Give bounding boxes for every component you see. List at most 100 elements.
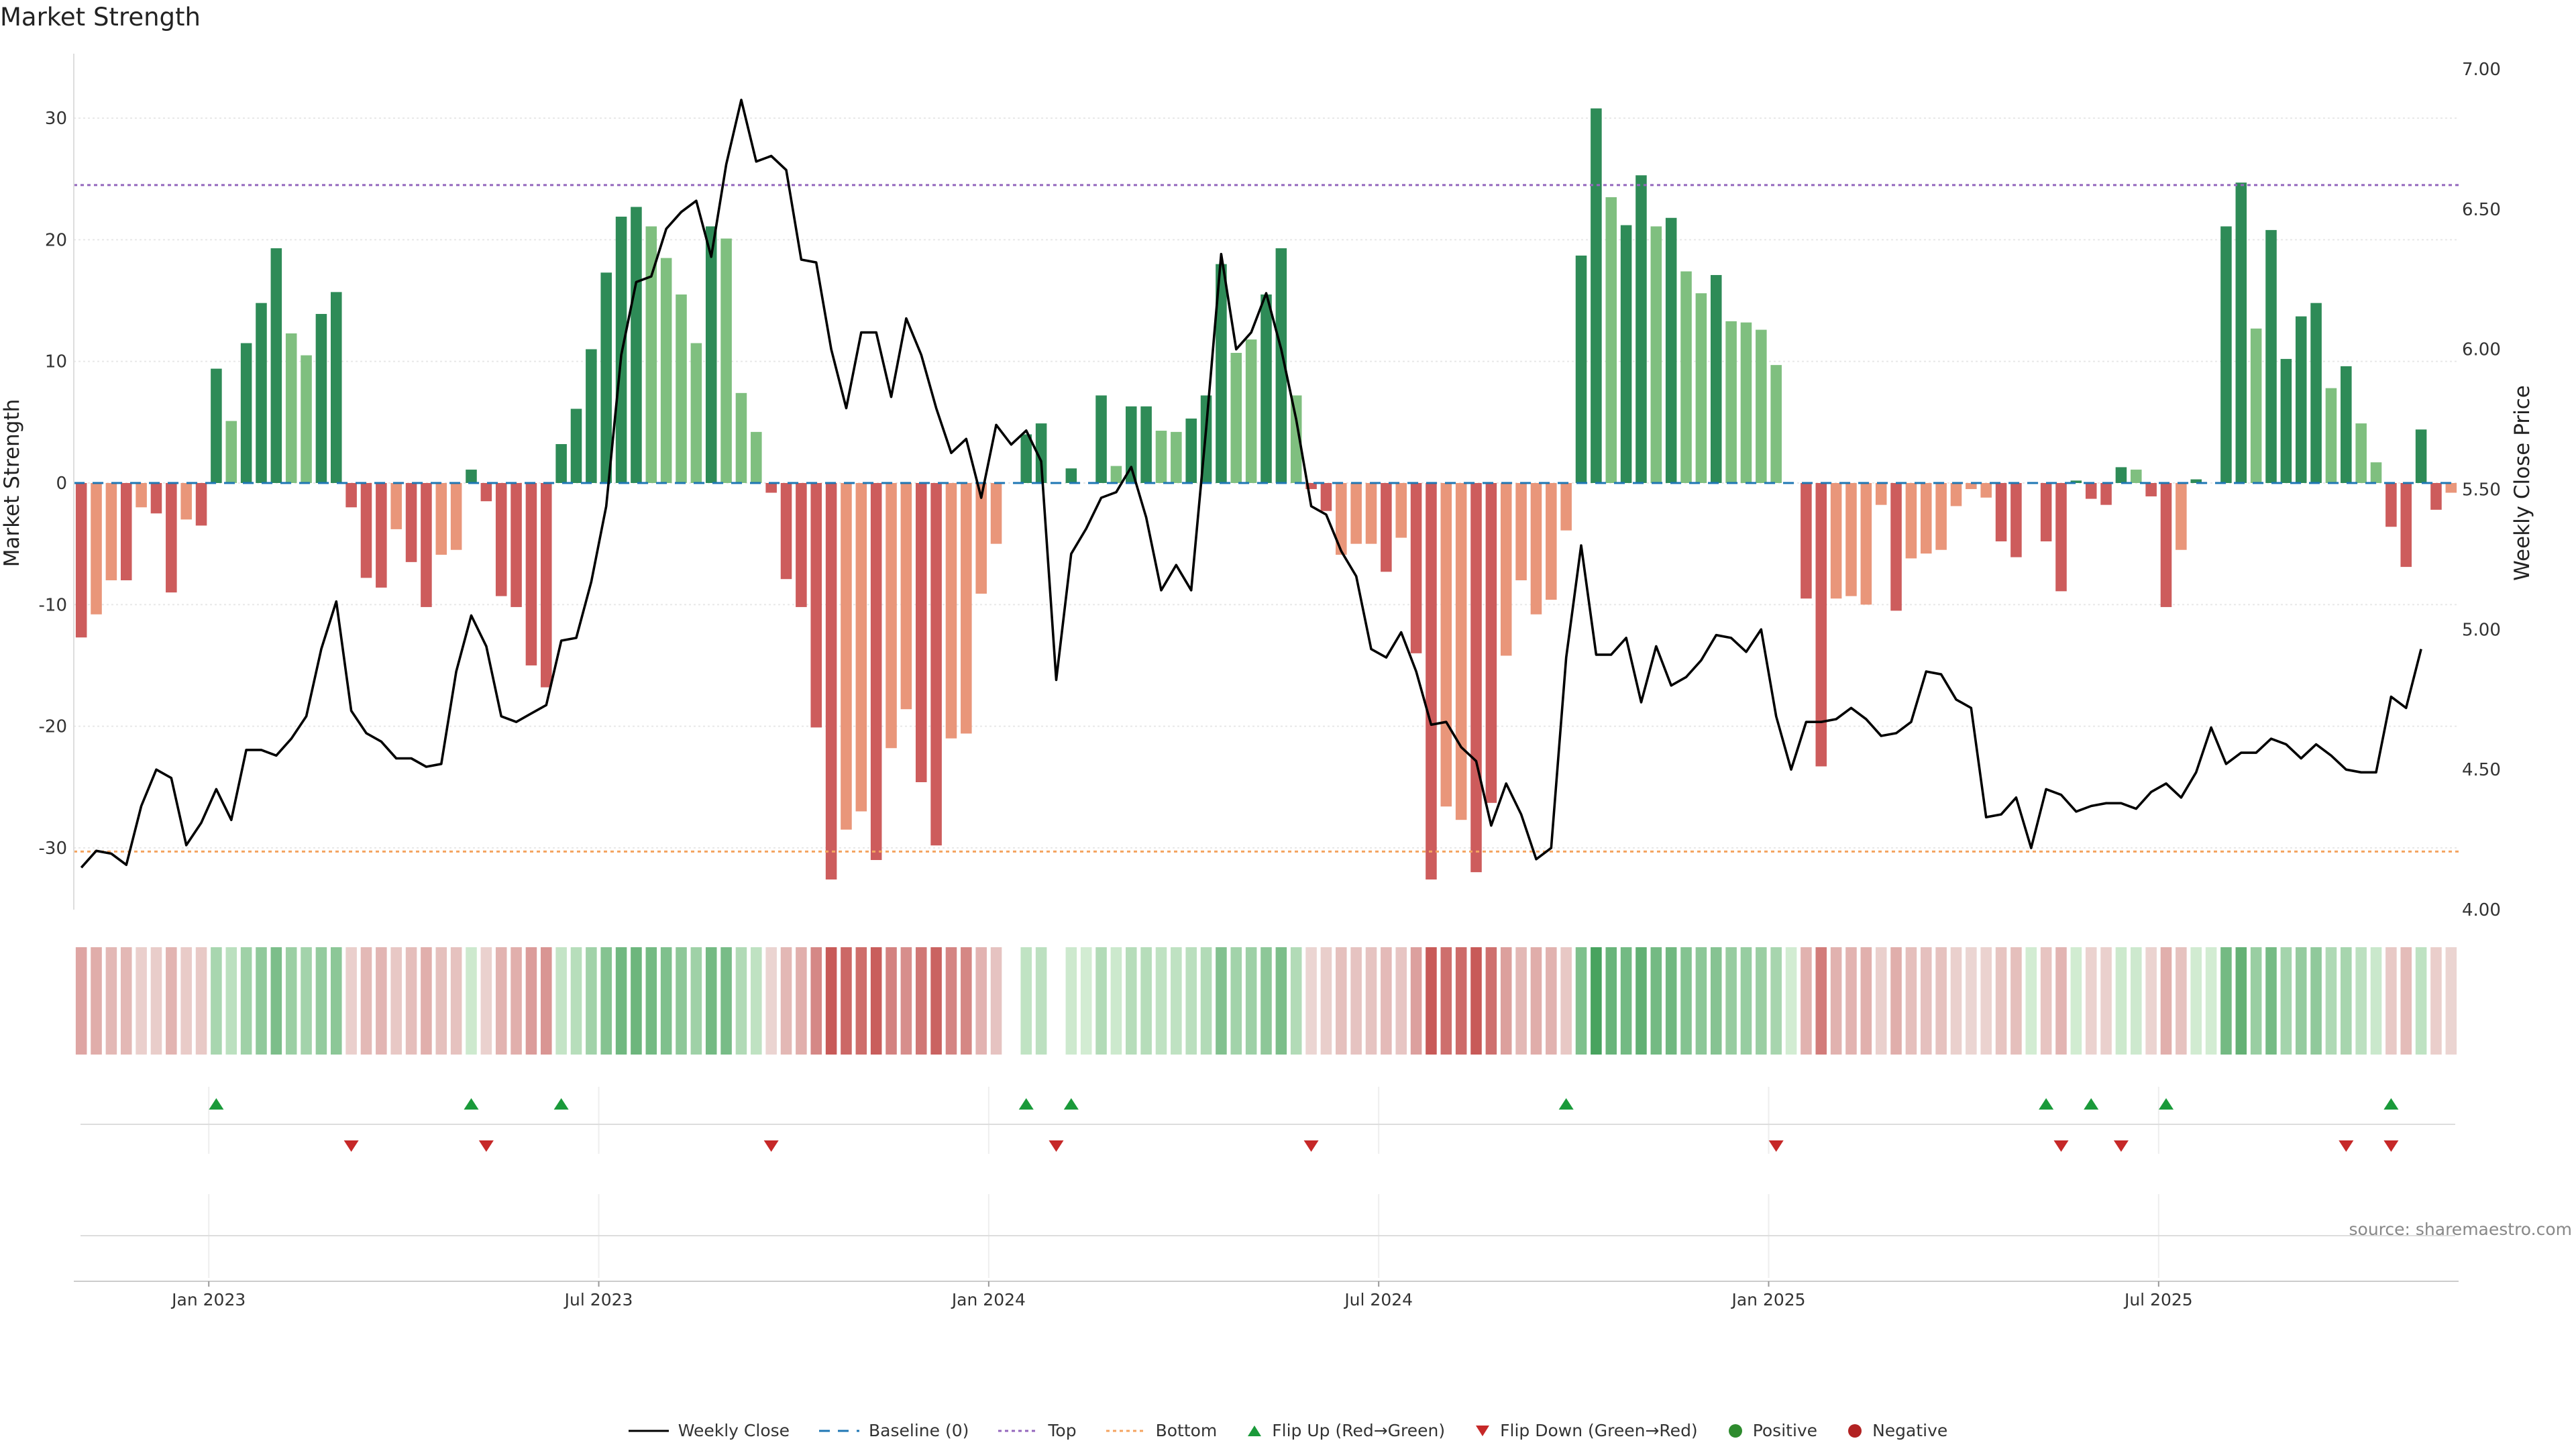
y-tick-label: 0	[56, 474, 67, 494]
flip-down-marker	[1768, 1140, 1784, 1152]
legend-label: Bottom	[1155, 1421, 1218, 1440]
heat-strip-cell	[1110, 947, 1122, 1055]
heat-strip-cell	[2010, 947, 2022, 1055]
strength-bar	[2400, 483, 2412, 568]
legend-label: Weekly Close	[678, 1421, 790, 1440]
heat-strip-cell	[541, 947, 552, 1055]
strength-bar	[841, 483, 852, 830]
heat-strip-cell	[2176, 947, 2187, 1055]
heat-strip-cell	[421, 947, 432, 1055]
heat-strip-cell	[2070, 947, 2082, 1055]
strength-bar	[1905, 483, 1917, 559]
heat-strip-cell	[1546, 947, 1557, 1055]
strength-bar	[525, 483, 537, 665]
strength-bar	[705, 226, 717, 483]
strength-bar	[466, 470, 477, 483]
heat-strip-cell	[1200, 947, 1212, 1055]
strength-bar	[870, 483, 882, 861]
strength-bar	[1546, 483, 1557, 600]
strength-bar	[1980, 483, 1992, 498]
strength-bar	[1530, 483, 1542, 614]
strength-bar	[256, 303, 267, 483]
heat-strip-cell	[1935, 947, 1947, 1055]
heat-strip-cell	[1830, 947, 1842, 1055]
strength-bar	[360, 483, 372, 578]
heat-strip-cell	[1095, 947, 1107, 1055]
legend-label: Flip Down (Green→Red)	[1500, 1421, 1698, 1440]
x-tick-label: Jan 2024	[951, 1290, 1026, 1309]
flip-down-icon	[1474, 1424, 1491, 1438]
heat-strip-cell	[2085, 947, 2097, 1055]
heat-strip-cell	[961, 947, 972, 1055]
strength-bar	[586, 349, 597, 483]
strength-bar	[1635, 175, 1647, 483]
heat-strip-cell	[1230, 947, 1242, 1055]
heat-strip-cell	[1530, 947, 1542, 1055]
heat-strip-cell	[780, 947, 792, 1055]
heat-strip-cell	[1305, 947, 1317, 1055]
heat-strip-cell	[2295, 947, 2307, 1055]
heat-strip-cell	[1560, 947, 1572, 1055]
y-tick-label: 20	[45, 230, 67, 250]
strength-bar	[166, 483, 177, 593]
heat-strip-cell	[841, 947, 852, 1055]
heat-strip-cell	[360, 947, 372, 1055]
heat-strip-cell	[120, 947, 132, 1055]
heat-strip-cell	[405, 947, 417, 1055]
heat-strip-cell	[1126, 947, 1137, 1055]
heat-strip-cell	[975, 947, 987, 1055]
strength-bar	[1801, 483, 1812, 599]
flip-down-marker	[478, 1140, 494, 1152]
y2-tick-label: 7.00	[2462, 60, 2501, 80]
strength-bar	[1921, 483, 1932, 554]
strength-bar	[631, 207, 642, 483]
strength-bar	[1740, 322, 1752, 483]
heat-strip-cell	[1260, 947, 1272, 1055]
y2-tick-label: 4.50	[2462, 760, 2501, 780]
strength-bar	[1305, 483, 1317, 490]
chart-legend: Weekly Close Baseline (0) Top Bottom Flip Up…	[0, 1421, 2576, 1440]
strength-bar	[2100, 483, 2112, 505]
legend-item-weekly-close: Weekly Close	[628, 1421, 790, 1440]
strength-bar	[1695, 293, 1707, 483]
strength-bar	[195, 483, 207, 526]
y-tick-label: -20	[39, 717, 67, 737]
strength-bar	[1410, 483, 1422, 653]
strength-bar	[1155, 431, 1167, 483]
heat-strip-cell	[615, 947, 627, 1055]
strength-bar	[511, 483, 522, 607]
strength-bar	[1275, 248, 1287, 483]
strength-bar	[225, 421, 237, 483]
heat-strip-cell	[796, 947, 807, 1055]
legend-item-baseline: Baseline (0)	[819, 1421, 969, 1440]
strength-bar	[1365, 483, 1377, 544]
heat-strip-cell	[105, 947, 117, 1055]
flip-down-marker	[2339, 1140, 2354, 1152]
strength-bar	[2310, 303, 2322, 483]
strength-bar	[1665, 217, 1677, 483]
heat-strip-cell	[1455, 947, 1467, 1055]
strength-bar	[885, 483, 897, 749]
legend-label: Positive	[1752, 1421, 1818, 1440]
heat-strip-cell	[301, 947, 312, 1055]
heat-strip-cell	[1426, 947, 1437, 1055]
heat-strip-cell	[1860, 947, 1872, 1055]
strength-bar	[1575, 255, 1587, 483]
heat-strip-cell	[1185, 947, 1197, 1055]
heat-strip-cell	[1740, 947, 1752, 1055]
strength-bar	[1515, 483, 1527, 581]
strength-bar	[180, 483, 192, 520]
strength-bar	[1126, 406, 1137, 483]
heat-strip-cell	[376, 947, 387, 1055]
heat-strip-cell	[525, 947, 537, 1055]
y-axis-label: Market Strength	[0, 399, 24, 568]
negative-icon	[1847, 1423, 1863, 1439]
flip-down-marker	[1303, 1140, 1319, 1152]
x-tick-label: Jul 2025	[2123, 1290, 2193, 1309]
strength-bar	[1650, 226, 1662, 483]
flip-up-marker	[1018, 1098, 1034, 1110]
heat-strip-cell	[2341, 947, 2352, 1055]
heat-strip-cell	[735, 947, 747, 1055]
strength-bar	[1035, 423, 1047, 483]
strength-bar	[2235, 182, 2247, 483]
